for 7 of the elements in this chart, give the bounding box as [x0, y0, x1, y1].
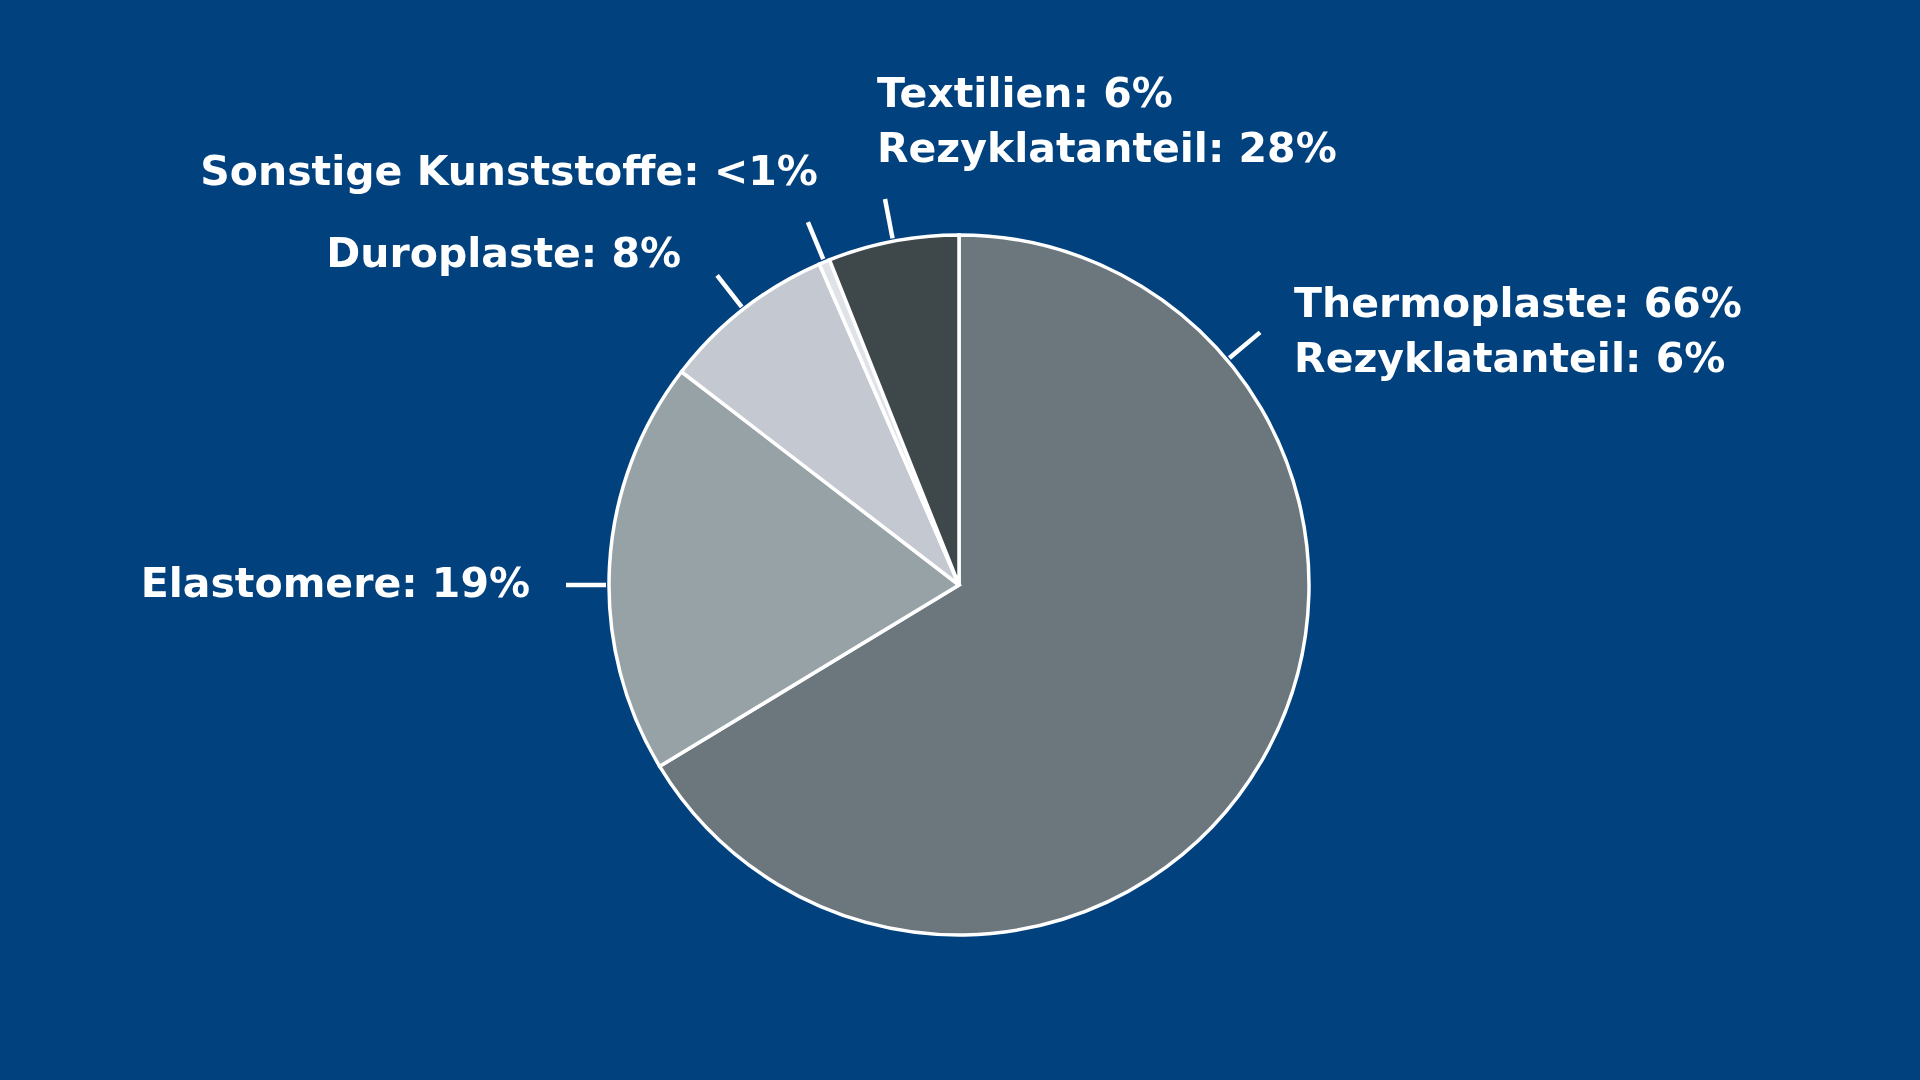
- slice-label: Elastomere: 19%: [140, 559, 530, 607]
- slice-label: Sonstige Kunststoffe: <1%: [200, 147, 818, 196]
- slice-label: Textilien: 6%: [876, 69, 1173, 118]
- slice-label: Thermoplaste: 66%: [1294, 278, 1742, 327]
- text: Rezyklatanteil: 28%: [876, 124, 1337, 173]
- slice-label: Duroplaste: 8%: [326, 229, 682, 278]
- text: Rezyklatanteil: 6%: [1294, 333, 1726, 382]
